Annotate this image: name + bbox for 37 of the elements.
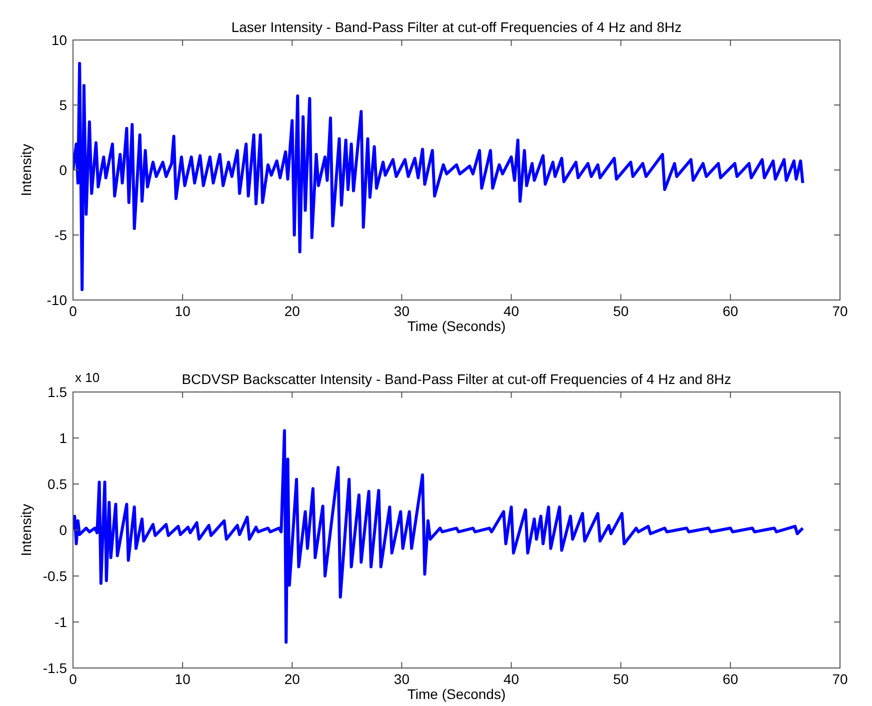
y-axis-title: Intensity bbox=[18, 504, 34, 556]
y-tick-label: -10 bbox=[46, 292, 68, 308]
x-tick-label: 70 bbox=[832, 303, 848, 319]
x-tick-label: 40 bbox=[503, 303, 520, 319]
x-tick-label: 10 bbox=[174, 671, 191, 687]
x-axis-title: Time (Seconds) bbox=[407, 318, 506, 334]
y-axis-title: Intensity bbox=[18, 144, 34, 196]
y-tick-label: -0.5 bbox=[42, 568, 68, 584]
x-tick-label: 30 bbox=[394, 303, 410, 319]
y-tick-label: 10 bbox=[51, 32, 68, 48]
x-tick-label: 50 bbox=[613, 671, 629, 687]
line-series bbox=[73, 429, 804, 644]
chart-title: Laser Intensity - Band-Pass Filter at cut-off Frequencies of 4 Hz and 8Hz bbox=[231, 19, 682, 35]
y-tick-label: 0 bbox=[59, 522, 68, 538]
x-tick-label: 60 bbox=[722, 303, 738, 319]
x-tick-label: 0 bbox=[69, 671, 78, 687]
x-tick-label: 0 bbox=[69, 303, 78, 319]
x-tick-label: 30 bbox=[394, 671, 410, 687]
y-tick-label: 0 bbox=[59, 162, 68, 178]
x-tick-label: 40 bbox=[503, 671, 520, 687]
x-axis-title: Time (Seconds) bbox=[407, 686, 506, 702]
y-tick-label: 5 bbox=[59, 96, 68, 113]
y-tick-label: 1 bbox=[59, 430, 68, 446]
x-tick-label: 50 bbox=[613, 303, 629, 319]
y-tick-label: 0.5 bbox=[48, 476, 68, 492]
y-tick-label: -1 bbox=[54, 614, 68, 630]
x-tick-label: 20 bbox=[284, 303, 300, 319]
x-tick-label: 60 bbox=[722, 671, 738, 687]
y-tick-label: 1.5 bbox=[48, 384, 68, 400]
x-tick-label: 10 bbox=[174, 303, 191, 319]
line-series bbox=[73, 62, 804, 292]
y-tick-label: -1.5 bbox=[42, 660, 68, 676]
text: x 10 bbox=[75, 370, 100, 385]
x-tick-label: 20 bbox=[284, 671, 300, 687]
chart-title: BCDVSP Backscatter Intensity - Band-Pass Filter at cut-off Frequencies of 4 Hz and 8Hz bbox=[182, 371, 732, 387]
y-tick-label: -5 bbox=[54, 226, 68, 243]
x-tick-label: 70 bbox=[832, 671, 848, 687]
